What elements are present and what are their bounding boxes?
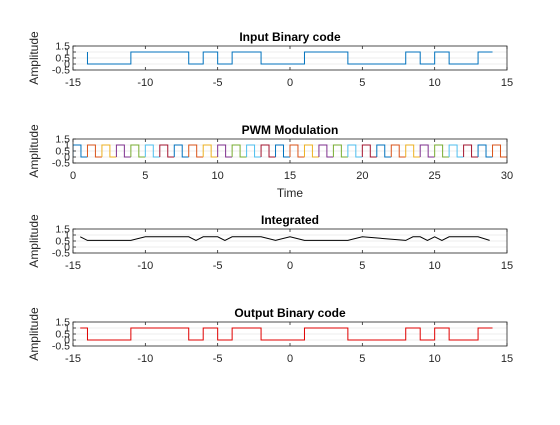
- subplot-2-pwm-pulse: [231, 144, 247, 158]
- subplot-3-axes-frame: [72, 228, 508, 254]
- subplot-2-ylabel: Amplitude: [27, 124, 41, 178]
- subplot-2-pwm-pulse: [477, 144, 493, 158]
- subplot-1-ytick-label: -0.5: [52, 65, 70, 77]
- subplot-4-xtick-label: -15: [65, 353, 81, 365]
- subplot-2-pwm-pulse: [202, 144, 218, 158]
- subplot-2-pwm-pulse: [463, 144, 479, 158]
- subplot-2-pwm-pulse: [390, 144, 406, 158]
- subplot-4-ytick-label: 1: [64, 323, 70, 335]
- subplot-1-axes-frame: [72, 45, 508, 71]
- subplot-2-pwm-pulse: [303, 144, 319, 158]
- subplot-3-title: Integrated: [261, 213, 319, 227]
- subplot-2-pwm-pulse: [361, 144, 377, 158]
- subplot-3-ytick-label: 1.5: [55, 224, 70, 236]
- subplot-2-pwm-pulse: [492, 144, 507, 158]
- subplot-2-xtick-label: 0: [70, 170, 76, 182]
- subplot-2-ytick-label: 0.5: [55, 146, 70, 158]
- subplot-2-ytick-label: 0: [64, 152, 70, 164]
- subplot-4-xtick-label: 10: [429, 353, 441, 365]
- subplot-3-xtick-label: 5: [359, 260, 365, 272]
- subplot-2-ytick-label: -0.5: [52, 158, 70, 170]
- subplot-3-xtick-label: 10: [429, 260, 441, 272]
- subplot-2-xtick-label: 10: [212, 170, 224, 182]
- subplot-3-xtick-label: -5: [213, 260, 223, 272]
- subplot-2-axes-frame: [72, 138, 508, 164]
- subplot-4-ytick-label: -0.5: [52, 341, 70, 353]
- subplot-2-ytick-label: 1.5: [55, 134, 70, 146]
- subplot-3-ytick-label: 0.5: [55, 236, 70, 248]
- subplot-2-xtick-label: 25: [429, 170, 441, 182]
- subplot-2-pwm-pulse: [159, 144, 175, 158]
- subplot-2-pwm-pulse: [405, 144, 421, 158]
- subplot-1-ylabel: Amplitude: [27, 31, 41, 85]
- subplot-3-series-line: [80, 236, 490, 241]
- subplot-2-pwm-pulse: [448, 144, 464, 158]
- subplot-4-xtick-label: 0: [287, 353, 293, 365]
- subplot-2-xlabel: Time: [277, 186, 304, 200]
- subplot-4-xtick-label: 15: [501, 353, 513, 365]
- subplot-2-pwm-pulse: [347, 144, 363, 158]
- subplot-2-xtick-label: 20: [356, 170, 368, 182]
- subplot-2-xtick-label: 5: [142, 170, 148, 182]
- subplot-1-xtick-label: -5: [213, 77, 223, 89]
- subplot-1-ytick-label: 0.5: [55, 53, 70, 65]
- subplot-2-pwm-pulse: [173, 144, 189, 158]
- subplot-3-ytick-label: 1: [64, 230, 70, 242]
- subplot-4-ytick-label: 0.5: [55, 329, 70, 341]
- subplot-1-ytick-label: 0: [64, 59, 70, 71]
- subplot-1-xtick-label: 10: [429, 77, 441, 89]
- subplot-2-pwm-pulse: [318, 144, 334, 158]
- subplot-4-xtick-label: -10: [137, 353, 153, 365]
- subplot-2-title: PWM Modulation: [242, 123, 339, 137]
- subplot-2-xtick-label: 15: [284, 170, 296, 182]
- subplot-4-xtick-label: -5: [213, 353, 223, 365]
- subplot-3-xtick-label: -15: [65, 260, 81, 272]
- subplot-2-pwm-pulse: [376, 144, 392, 158]
- subplot-3-xtick-label: 0: [287, 260, 293, 272]
- subplot-2-pwm-pulse: [289, 144, 305, 158]
- subplot-4-series-line: [80, 327, 493, 341]
- subplot-1-series-line: [86, 51, 493, 65]
- subplot-2-pwm-pulse: [86, 144, 102, 158]
- subplot-2-pwm-pulse: [275, 144, 290, 158]
- subplot-2-pwm-pulse: [115, 144, 131, 158]
- subplot-1-xtick-label: -15: [65, 77, 81, 89]
- subplot-2-pwm-pulse: [144, 144, 160, 158]
- subplot-3-ytick-label: 0: [64, 242, 70, 254]
- subplot-1-xtick-label: 5: [359, 77, 365, 89]
- subplot-2-pwm-pulse: [260, 144, 276, 158]
- subplot-4-xtick-label: 5: [359, 353, 365, 365]
- subplot-3-ylabel: Amplitude: [27, 214, 41, 268]
- subplot-2-pwm-pulse: [419, 144, 435, 158]
- subplot-2-xtick-label: 30: [501, 170, 513, 182]
- subplot-1-ytick-label: 1: [64, 47, 70, 59]
- subplot-2-ytick-label: 1: [64, 140, 70, 152]
- subplot-4-title: Output Binary code: [234, 306, 346, 320]
- subplot-4-ytick-label: 1.5: [55, 317, 70, 329]
- subplot-4-ytick-label: 0: [64, 335, 70, 347]
- subplot-1-ytick-label: 1.5: [55, 41, 70, 53]
- subplot-4-ylabel: Amplitude: [27, 307, 41, 361]
- subplot-3-xtick-label: -10: [137, 260, 153, 272]
- subplot-2-pwm-pulse: [434, 144, 450, 158]
- subplot-1-title: Input Binary code: [239, 30, 341, 44]
- subplot-2-pwm-pulse: [188, 144, 204, 158]
- subplot-2-pwm-pulse: [130, 144, 146, 158]
- subplot-2-pwm-pulse: [246, 144, 262, 158]
- subplot-4-axes-frame: [72, 321, 508, 347]
- subplot-2-pwm-pulse: [217, 144, 233, 158]
- subplot-2-pwm-pulse: [73, 144, 88, 158]
- subplot-2-pwm-pulse: [101, 144, 117, 158]
- subplot-1-xtick-label: 15: [501, 77, 513, 89]
- subplot-2-pwm-pulse: [332, 144, 348, 158]
- subplot-3-ytick-label: -0.5: [52, 248, 70, 260]
- subplot-1-xtick-label: -10: [137, 77, 153, 89]
- subplot-3-xtick-label: 15: [501, 260, 513, 272]
- subplot-1-xtick-label: 0: [287, 77, 293, 89]
